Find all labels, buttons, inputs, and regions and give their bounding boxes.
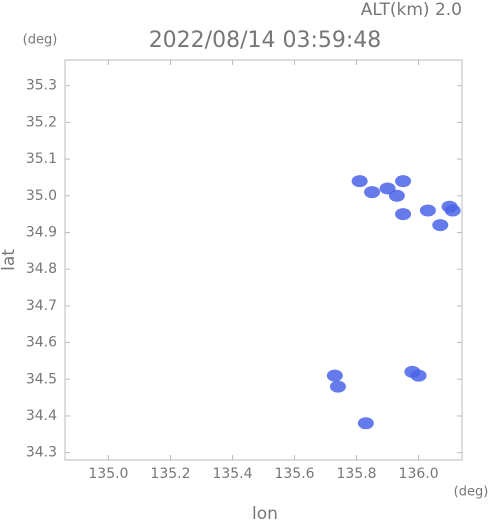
- y-tick-label: 35.1: [26, 151, 57, 167]
- y-tick-label: 34.7: [26, 298, 57, 314]
- y-tick-label: 34.9: [26, 224, 57, 240]
- echo-point: [395, 175, 412, 188]
- echo-point: [432, 219, 449, 232]
- echo-point: [364, 186, 381, 199]
- echo-point: [388, 189, 405, 202]
- echo-point: [444, 204, 461, 217]
- y-axis-label: lat: [0, 249, 19, 271]
- echo-point: [410, 369, 427, 382]
- y-tick-label: 34.4: [26, 408, 57, 424]
- y-tick-label: 35.2: [26, 114, 57, 130]
- altitude-label: ALT(km) 2.0: [361, 0, 462, 20]
- x-tick-label: 135.6: [274, 466, 314, 482]
- x-tick-label: 135.2: [150, 466, 190, 482]
- y-unit: (deg): [23, 33, 58, 48]
- x-tick-label: 135.0: [88, 466, 128, 482]
- x-tick-label: 135.8: [337, 466, 377, 482]
- y-tick-label: 34.5: [26, 371, 57, 387]
- echo-point: [357, 417, 374, 430]
- x-tick-label: 136.0: [399, 466, 439, 482]
- y-tick-label: 34.3: [26, 445, 57, 461]
- echo-point: [351, 175, 368, 188]
- echo-point: [395, 208, 412, 221]
- x-axis-label: lon: [252, 504, 278, 521]
- plot-frame: [64, 59, 463, 461]
- y-tick-label: 35.3: [26, 78, 57, 94]
- echo-point: [326, 369, 343, 382]
- x-tick-label: 135.4: [212, 466, 252, 482]
- y-tick-label: 34.8: [26, 261, 57, 277]
- y-tick-label: 35.0: [26, 188, 57, 204]
- x-unit: (deg): [454, 485, 489, 500]
- y-tick-label: 34.6: [26, 335, 57, 351]
- chart-title: 2022/08/14 03:59:48: [149, 28, 382, 53]
- echo-point: [419, 204, 436, 217]
- echo-point: [329, 380, 346, 393]
